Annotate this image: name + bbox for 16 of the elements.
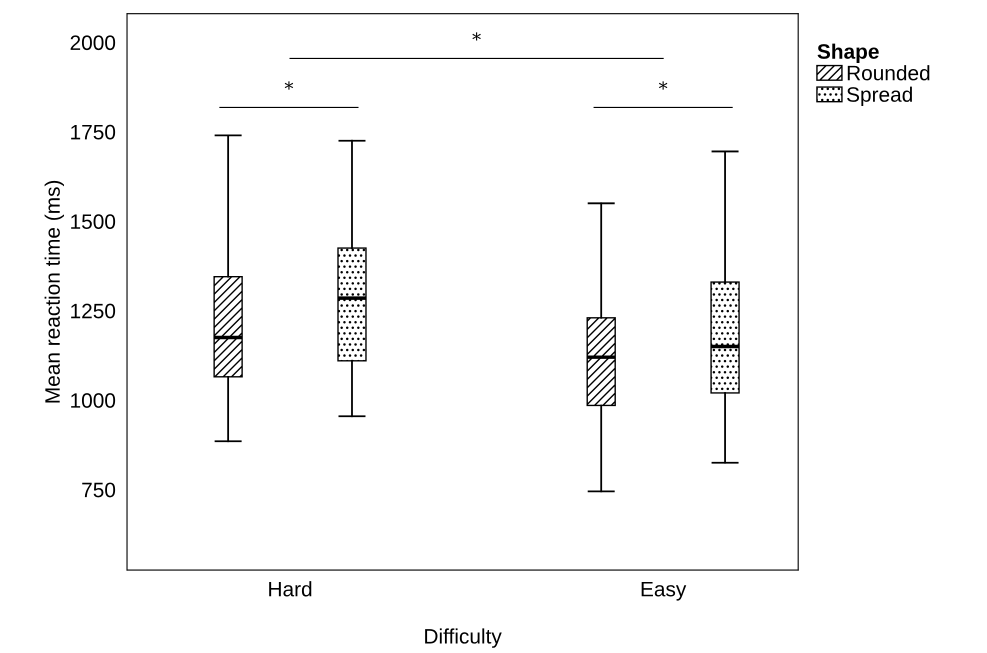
- y-tick-label: 2000: [70, 35, 116, 50]
- annotation: *: [472, 32, 481, 41]
- legend-label: Rounded: [848, 65, 930, 80]
- x-axis-title: Difficulty: [425, 628, 502, 648]
- y-tick-label: 1750: [71, 124, 116, 140]
- annotation: *: [284, 81, 294, 90]
- x-tick-label: Hard: [269, 581, 312, 596]
- y-tick-label: 1250: [71, 304, 116, 318]
- legend-title: Shape: [818, 44, 879, 64]
- legend-label: Spread: [847, 86, 912, 106]
- x-tick-label: Easy: [642, 582, 686, 601]
- y-axis-title: Mean reaction time (ms): [44, 180, 64, 402]
- y-tick-label: 750: [82, 482, 116, 498]
- y-tick-label: 1500: [71, 214, 116, 229]
- y-tick-label: 1000: [71, 393, 116, 408]
- annotation: *: [658, 81, 668, 90]
